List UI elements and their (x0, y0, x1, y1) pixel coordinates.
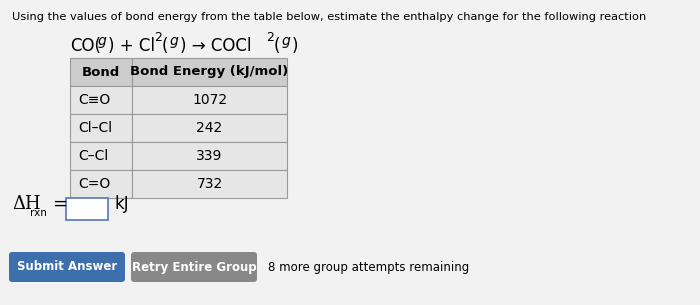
Text: rxn: rxn (30, 208, 47, 218)
Text: 242: 242 (197, 121, 223, 135)
Text: 2: 2 (266, 31, 274, 44)
Bar (70, 114, 132, 142)
Bar (132, 170, 287, 198)
Text: g: g (98, 34, 106, 48)
Text: ΔH: ΔH (12, 195, 41, 213)
Text: g: g (170, 34, 178, 48)
Text: kJ: kJ (114, 195, 129, 213)
Bar (132, 142, 287, 170)
Text: ) + Cl: ) + Cl (108, 37, 155, 55)
Text: 8 more group attempts remaining: 8 more group attempts remaining (268, 260, 469, 274)
Bar (132, 114, 287, 142)
Text: Using the values of bond energy from the table below, estimate the enthalpy chan: Using the values of bond energy from the… (12, 12, 646, 22)
Text: =: = (52, 195, 67, 213)
Text: g: g (282, 34, 290, 48)
Bar (132, 86, 287, 114)
Text: C=O: C=O (78, 177, 111, 191)
Text: ): ) (292, 37, 298, 55)
Text: Retry Entire Group: Retry Entire Group (132, 260, 256, 274)
Bar (132, 58, 287, 86)
Text: C–Cl: C–Cl (78, 149, 108, 163)
Bar (70, 170, 132, 198)
Text: Cl–Cl: Cl–Cl (78, 121, 112, 135)
Text: C≡O: C≡O (78, 93, 111, 107)
FancyBboxPatch shape (131, 252, 257, 282)
Text: 732: 732 (197, 177, 223, 191)
Text: (: ( (274, 37, 281, 55)
Text: ) → COCl: ) → COCl (180, 37, 251, 55)
Text: Bond Energy (kJ/mol): Bond Energy (kJ/mol) (130, 66, 288, 78)
Bar (70, 58, 132, 86)
Text: Bond: Bond (82, 66, 120, 78)
Text: 2: 2 (154, 31, 162, 44)
Text: 339: 339 (196, 149, 223, 163)
FancyBboxPatch shape (9, 252, 125, 282)
Text: 1072: 1072 (192, 93, 227, 107)
Bar (70, 142, 132, 170)
Text: Submit Answer: Submit Answer (17, 260, 117, 274)
Bar (66, 198, 108, 220)
Text: (: ( (162, 37, 169, 55)
Bar (70, 86, 132, 114)
Text: CO(: CO( (70, 37, 101, 55)
